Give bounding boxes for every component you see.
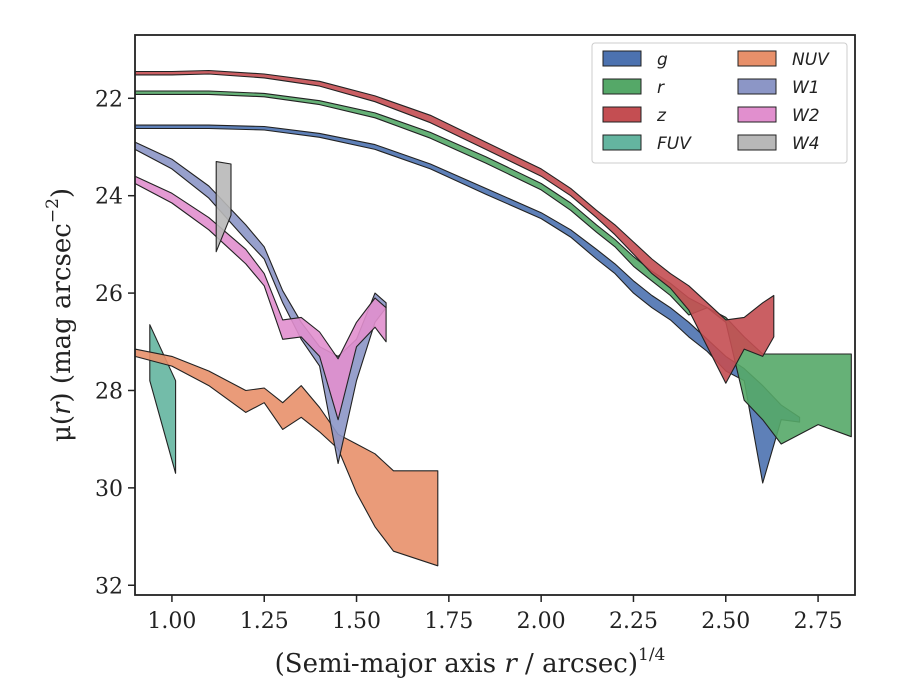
y-tick-label: 26 xyxy=(95,282,123,307)
band-w4 xyxy=(215,161,232,253)
x-tick-label: 1.50 xyxy=(332,609,381,634)
y-tick-label: 32 xyxy=(95,574,123,599)
legend-label-g: g xyxy=(657,50,668,70)
ticks-layer: 1.00 1.25 1.50 1.75 2.00 2.25 2.50 2.75 22 24 26 28… xyxy=(95,87,843,634)
legend-swatch-w4 xyxy=(737,134,777,151)
legend-swatch-z xyxy=(602,106,642,123)
x-tick-label: 2.50 xyxy=(701,609,750,634)
x-tick-label: 2.75 xyxy=(794,609,843,634)
band-z xyxy=(134,69,775,384)
legend-label-w4: W4 xyxy=(792,134,820,154)
x-tick-label: 1.75 xyxy=(424,609,473,634)
band-nuv xyxy=(134,348,439,567)
series-layer xyxy=(134,69,852,567)
legend-label-r: r xyxy=(657,78,665,98)
legend-label-nuv: NUV xyxy=(792,50,830,70)
legend-box xyxy=(591,42,848,164)
legend-label-fuv: FUV xyxy=(657,134,692,154)
y-axis-label: μ(r) (mag arcsec−2) xyxy=(43,188,77,442)
legend-swatch-w2 xyxy=(737,106,777,123)
legend-label-w1: W1 xyxy=(792,78,820,98)
legend-swatch-g xyxy=(602,50,642,67)
y-tick-label: 24 xyxy=(95,185,123,210)
x-tick-label: 1.25 xyxy=(240,609,289,634)
y-tick-label: 30 xyxy=(95,477,123,502)
legend-swatch-w1 xyxy=(737,78,777,95)
band-w2 xyxy=(134,175,387,421)
legend-swatch-fuv xyxy=(602,134,642,151)
x-tick-label: 2.00 xyxy=(517,609,566,634)
plot-frame xyxy=(134,34,856,596)
y-tick-label: 22 xyxy=(95,87,123,112)
y-tick-label: 28 xyxy=(95,379,123,404)
legend-swatch-r xyxy=(602,78,642,95)
x-tick-label: 2.25 xyxy=(609,609,658,634)
band-r xyxy=(134,90,852,445)
legend-label-z: z xyxy=(656,106,667,126)
x-tick-label: 1.00 xyxy=(147,609,196,634)
legend-label-w2: W2 xyxy=(792,106,820,126)
x-axis-label: (Semi-major axis r / arcsec)1/4 xyxy=(275,645,666,679)
band-fuv xyxy=(149,324,177,474)
legend-swatch-nuv xyxy=(737,50,777,67)
legend: grz FUV NUV W1 W2 W4 xyxy=(591,42,848,164)
